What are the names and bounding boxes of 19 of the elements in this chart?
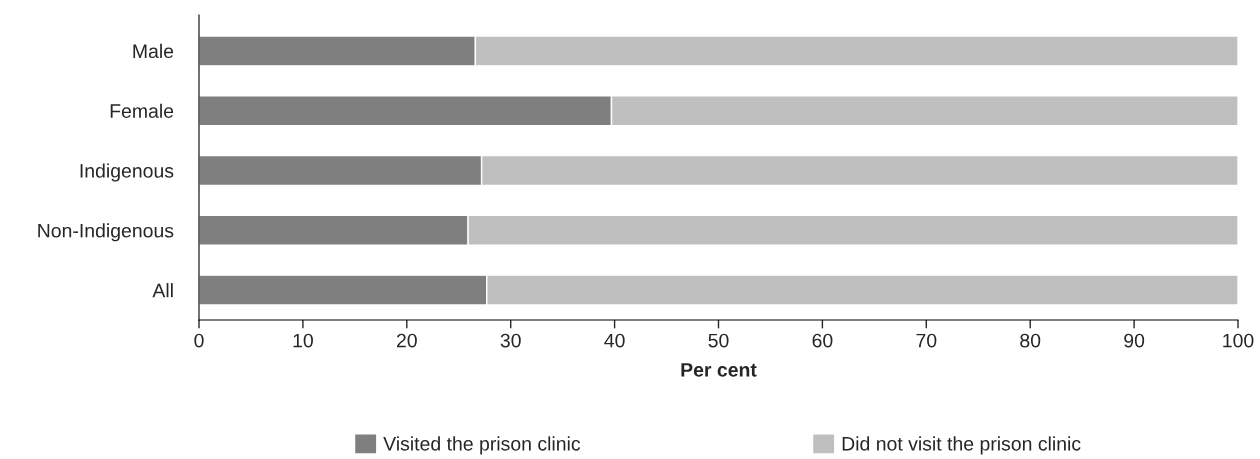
x-tick-label: 10 (293, 333, 313, 348)
x-tick-label: 60 (812, 333, 833, 348)
legend-label: Visited the prison clinic (383, 436, 581, 455)
x-axis-title: Per cent (681, 363, 757, 377)
x-tick-label: 90 (1124, 333, 1145, 348)
legend-label: Did not visit the prison clinic (842, 436, 1081, 455)
x-tick-label: 50 (708, 333, 729, 348)
y-tick-label: Non-Indigenous (38, 223, 174, 242)
x-tick-label: 70 (916, 333, 937, 348)
y-tick-label: Female (110, 103, 174, 118)
x-tick-label: 20 (396, 333, 417, 348)
y-tick-label: Male (133, 43, 174, 59)
x-tick-label: 80 (1020, 333, 1041, 348)
x-tick-label: 30 (500, 333, 521, 348)
x-tick-label: 0 (194, 333, 204, 348)
x-tick-label: 40 (604, 333, 625, 348)
y-tick-label: Indigenous (80, 163, 174, 182)
x-tick-label: 100 (1223, 333, 1254, 348)
y-tick-label: All (152, 283, 173, 298)
